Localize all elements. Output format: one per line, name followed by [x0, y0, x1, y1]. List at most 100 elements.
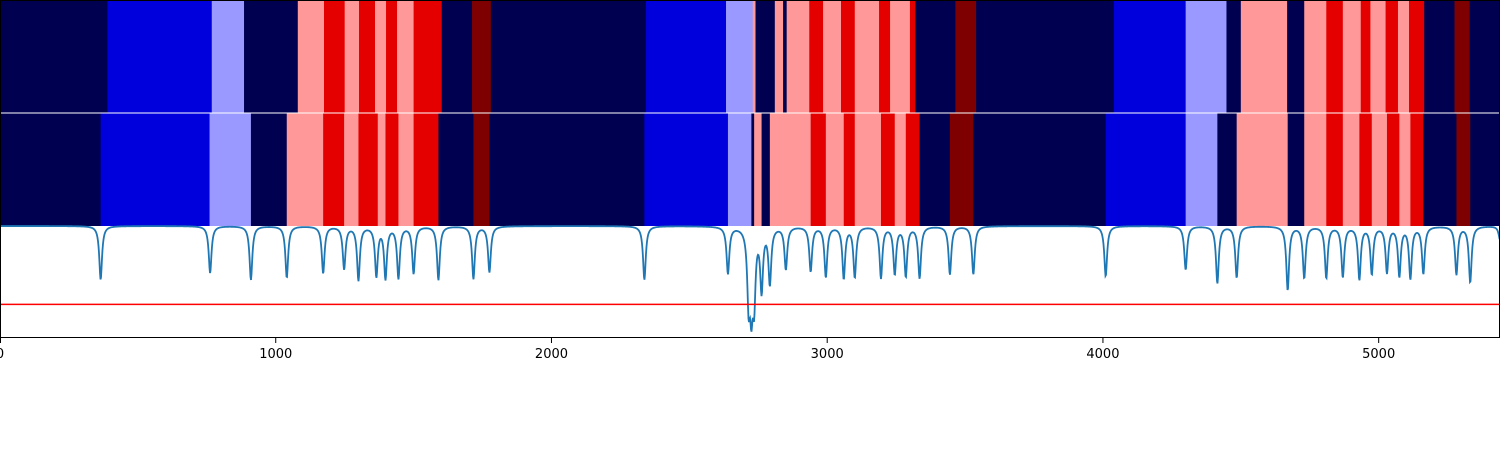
predicted-segmentation-segment-46 [1424, 0, 1455, 113]
predicted-segmentation-segment-15 [646, 0, 727, 113]
ground-truth-segmentation-segment-24 [854, 113, 882, 226]
ground-truth-segmentation-segment-7 [358, 113, 379, 226]
ground-truth-segmentation-segment-25 [880, 113, 896, 226]
ground-truth-segmentation-segment-5 [323, 113, 345, 226]
ground-truth-segmentation-segment-46 [1470, 113, 1500, 226]
x-tick-label-4000: 4000 [1086, 347, 1119, 362]
predicted-segmentation-segment-10 [397, 0, 414, 113]
ground-truth-segmentation-panel [0, 113, 1500, 226]
ground-truth-segmentation-segment-2 [209, 113, 252, 226]
predicted-segmentation-segment-9 [386, 0, 398, 113]
predicted-segmentation-segment-13 [472, 0, 492, 113]
predicted-segmentation-segment-11 [413, 0, 443, 113]
ground-truth-segmentation-segment-6 [344, 113, 359, 226]
ground-truth-segmentation-segment-26 [894, 113, 907, 226]
predicted-segmentation-segment-45 [1409, 0, 1425, 113]
predicted-segmentation-segment-12 [441, 0, 473, 113]
ground-truth-segmentation-segment-45 [1456, 113, 1471, 226]
predicted-segmentation-segment-34 [1185, 0, 1227, 113]
predicted-segmentation-segment-26 [854, 0, 880, 113]
predicted-segmentation-segment-21 [783, 0, 788, 113]
ground-truth-segmentation-segment-11 [413, 113, 439, 226]
predicted-segmentation-segment-47 [1454, 0, 1471, 113]
ground-truth-segmentation-segment-31 [1105, 113, 1187, 226]
ground-truth-segmentation-segment-33 [1217, 113, 1238, 226]
ground-truth-segmentation-segment-30 [973, 113, 1107, 226]
x-tick-label-1000: 1000 [259, 347, 292, 362]
predicted-segmentation-segment-35 [1226, 0, 1242, 113]
ground-truth-segmentation-segment-36 [1304, 113, 1327, 226]
predicted-segmentation-segment-42 [1370, 0, 1386, 113]
ground-truth-segmentation-segment-44 [1423, 113, 1457, 226]
ground-truth-segmentation-segment-4 [286, 113, 324, 226]
predicted-segmentation-segment-43 [1385, 0, 1399, 113]
ground-truth-segmentation-segment-37 [1326, 113, 1344, 226]
predicted-segmentation-segment-19 [759, 0, 776, 113]
ground-truth-segmentation-segment-41 [1386, 113, 1400, 226]
x-tick-label-3000: 3000 [811, 347, 844, 362]
predicted-segmentation-segment-41 [1360, 0, 1371, 113]
predicted-segmentation-segment-29 [909, 0, 916, 113]
predicted-segmentation-segment-14 [490, 0, 647, 113]
ground-truth-segmentation-segment-21 [810, 113, 827, 226]
predicted-segmentation-segment-6 [344, 0, 360, 113]
boundary-score-panel [0, 225, 1500, 332]
ground-truth-segmentation-segment-39 [1359, 113, 1373, 226]
predicted-segmentation-segment-36 [1240, 0, 1288, 113]
x-tick-label-0: 0 [0, 347, 4, 362]
predicted-segmentation-segment-25 [840, 0, 856, 113]
predicted-segmentation-segment-28 [890, 0, 911, 113]
predicted-segmentation-segment-4 [297, 0, 325, 113]
ground-truth-segmentation-segment-43 [1410, 113, 1424, 226]
predicted-segmentation-segment-0 [0, 0, 108, 113]
predicted-segmentation-segment-33 [1113, 0, 1187, 113]
ground-truth-segmentation-segment-23 [843, 113, 856, 226]
ground-truth-segmentation-segment-13 [473, 113, 490, 226]
ground-truth-segmentation-segment-0 [0, 113, 102, 226]
x-tick-label-2000: 2000 [535, 347, 568, 362]
predicted-segmentation-segment-3 [244, 0, 299, 113]
predicted-segmentation-segment-27 [879, 0, 891, 113]
ground-truth-segmentation-segment-32 [1185, 113, 1218, 226]
ground-truth-segmentation-segment-16 [727, 113, 752, 226]
predicted-segmentation-segment-20 [774, 0, 784, 113]
ground-truth-segmentation-segment-12 [438, 113, 474, 226]
ground-truth-segmentation-segment-34 [1236, 113, 1289, 226]
predicted-segmentation-segment-22 [786, 0, 810, 113]
predicted-segmentation-segment-30 [915, 0, 956, 113]
ground-truth-segmentation-segment-10 [398, 113, 415, 226]
ground-truth-segmentation-segment-8 [377, 113, 386, 226]
ground-truth-segmentation-segment-42 [1399, 113, 1411, 226]
predicted-segmentation-segment-8 [375, 0, 387, 113]
predicted-segmentation-segment-5 [323, 0, 346, 113]
ground-truth-segmentation-segment-35 [1287, 113, 1305, 226]
predicted-segmentation-segment-31 [955, 0, 977, 113]
predicted-segmentation-segment-2 [211, 0, 245, 113]
predicted-segmentation-segment-18 [755, 0, 761, 113]
predicted-segmentation-segment-23 [809, 0, 824, 113]
predicted-segmentation-segment-16 [726, 0, 754, 113]
ground-truth-segmentation-segment-15 [644, 113, 729, 226]
predicted-segmentation-segment-40 [1342, 0, 1362, 113]
predicted-segmentation-segment-7 [359, 0, 376, 113]
x-axis: 0 1000 2000 3000 4000 5000 [0, 338, 1395, 362]
ground-truth-segmentation-segment-22 [825, 113, 845, 226]
ground-truth-segmentation-segment-1 [100, 113, 210, 226]
ground-truth-segmentation-segment-40 [1371, 113, 1388, 226]
ground-truth-segmentation-segment-3 [250, 113, 288, 226]
predicted-segmentation-panel [0, 0, 1500, 113]
predicted-segmentation-segment-1 [107, 0, 213, 113]
predicted-segmentation-segment-38 [1304, 0, 1327, 113]
predicted-segmentation-segment-24 [823, 0, 842, 113]
ground-truth-segmentation-segment-9 [385, 113, 399, 226]
ground-truth-segmentation-segment-17 [751, 113, 755, 226]
predicted-segmentation-segment-17 [752, 0, 756, 113]
ground-truth-segmentation-segment-29 [949, 113, 974, 226]
predicted-segmentation-segment-39 [1326, 0, 1344, 113]
boundary-score-line [0, 225, 1500, 332]
ground-truth-segmentation-segment-18 [754, 113, 762, 226]
ground-truth-segmentation-segment-14 [489, 113, 645, 226]
ground-truth-segmentation-segment-20 [769, 113, 812, 226]
ground-truth-segmentation-segment-38 [1342, 113, 1360, 226]
